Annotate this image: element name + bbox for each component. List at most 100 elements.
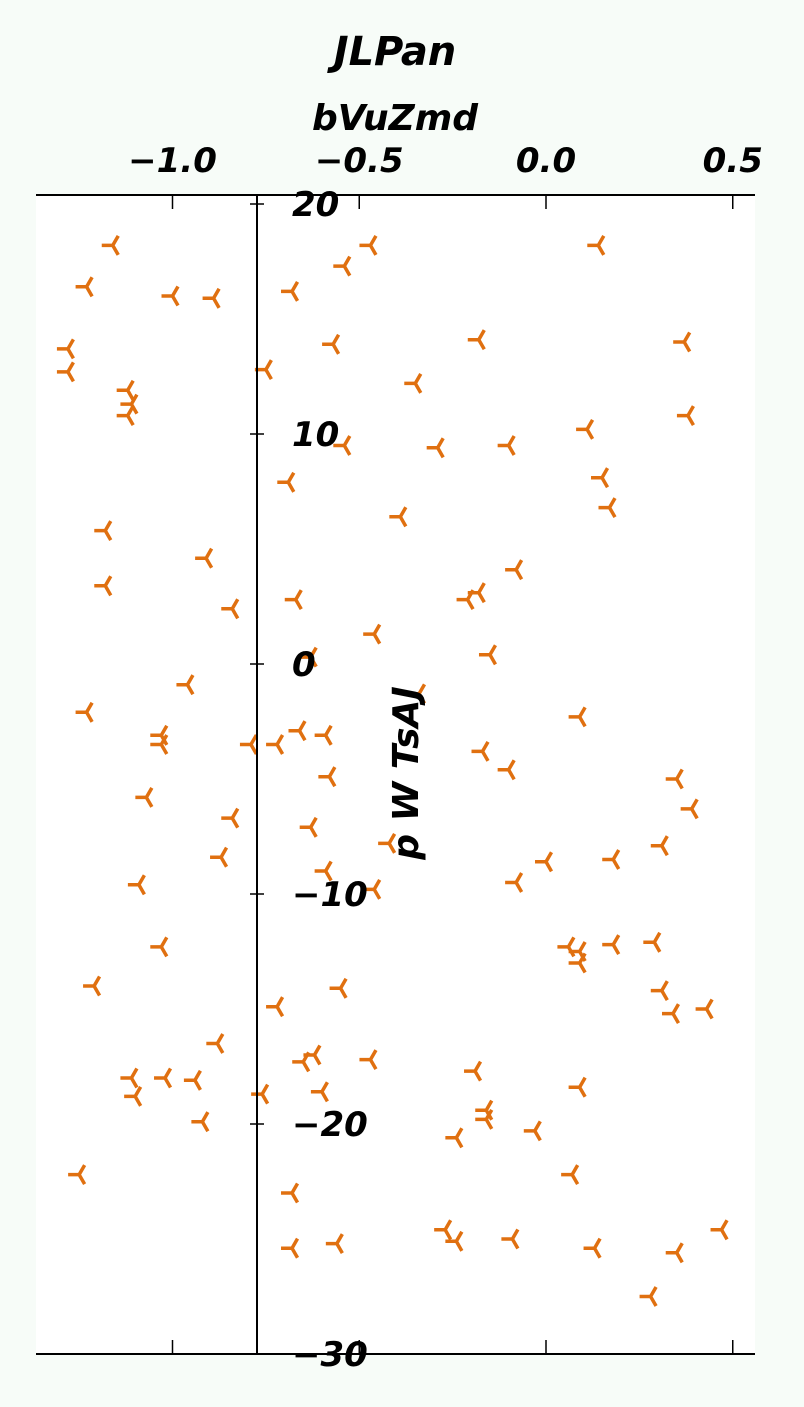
scatter-point [639, 1286, 658, 1307]
scatter-point [576, 418, 595, 440]
scatter-point [680, 798, 699, 820]
scatter-point [591, 467, 610, 489]
scatter-point [239, 734, 258, 755]
scatter-point [665, 768, 684, 790]
scatter-point [284, 589, 303, 611]
scatter-point [568, 706, 587, 728]
scatter-point [359, 1049, 378, 1071]
scatter-point [150, 936, 169, 958]
scatter-point [661, 1003, 681, 1025]
scatter-point [325, 1233, 344, 1255]
scatter-point [568, 1076, 587, 1098]
scatter-point [176, 674, 195, 696]
scatter-point [561, 1164, 580, 1186]
y-tick-label: 20 [292, 185, 339, 225]
scatter-point [333, 255, 352, 277]
scatter-point [408, 683, 427, 705]
scatter-point [471, 740, 490, 762]
scatter-point [475, 1108, 494, 1130]
scatter-point [120, 1067, 139, 1089]
scatter-point [523, 1120, 542, 1142]
scatter-point [292, 1051, 311, 1073]
scatter-point [650, 835, 669, 857]
scatter-point [183, 1069, 202, 1091]
scatter-point [456, 589, 475, 611]
y-tick-label: −10 [292, 875, 368, 915]
x-tick-label: −1.0 [128, 141, 217, 181]
scatter-point [56, 361, 75, 383]
scatter-point [643, 931, 662, 953]
scatter-point [135, 786, 154, 808]
scatter-point [464, 1060, 483, 1082]
scatter-point [83, 975, 102, 997]
scatter-point [602, 934, 621, 956]
scatter-point [288, 720, 307, 742]
scatter-point [333, 435, 352, 456]
scatter-point [266, 734, 285, 755]
scatter-point [363, 878, 382, 900]
scatter-point [598, 497, 617, 519]
scatter-point [497, 435, 516, 456]
scatter-point [277, 471, 296, 493]
scatter-point [161, 285, 180, 307]
y-axis-label: p W TsAJ [386, 686, 427, 861]
scatter-point [434, 1219, 453, 1241]
y-tick-label: −20 [292, 1105, 368, 1145]
scatter-point [75, 701, 94, 723]
plot-area [36, 195, 755, 1354]
scatter-point [221, 598, 240, 620]
scatter-point [322, 333, 341, 355]
scatter-point [314, 860, 333, 882]
scatter-point [210, 846, 229, 868]
scatter-point [116, 405, 135, 427]
chart-title: JLPan [327, 29, 457, 75]
scatter-point [650, 980, 669, 1002]
marker-layer [56, 234, 729, 1307]
scatter-point [587, 234, 606, 256]
scatter-point [281, 1237, 300, 1259]
scatter-point [602, 849, 621, 870]
scatter-point [154, 1067, 173, 1089]
scatter-point [127, 874, 146, 896]
scatter-point [568, 952, 587, 974]
x-tick-label: −0.5 [315, 141, 404, 181]
scatter-point [695, 998, 714, 1020]
scatter-point [150, 734, 169, 755]
scatter-point [56, 338, 75, 360]
scatter-point [378, 832, 397, 854]
scatter-point [505, 559, 524, 581]
scatter-point [445, 1127, 464, 1149]
x-tick-label: 0.5 [703, 141, 763, 181]
scatter-point [535, 851, 554, 873]
scatter-point [221, 807, 240, 829]
y-tick-label: −30 [292, 1335, 368, 1375]
scatter-point [281, 280, 300, 302]
scatter-point [445, 1230, 464, 1252]
scatter-point [359, 234, 378, 256]
y-tick-label: 10 [292, 415, 339, 455]
scatter-point [505, 872, 524, 893]
scatter-point [665, 1242, 684, 1264]
scatter-point [389, 506, 408, 528]
scatter-point [404, 372, 423, 394]
scatter-point [467, 329, 486, 351]
scatter-point [281, 1182, 300, 1204]
scatter-point [206, 1033, 225, 1054]
scatter-point [75, 276, 94, 298]
scatter-point [310, 1081, 329, 1103]
scatter-point [501, 1228, 520, 1250]
scatter-point [195, 547, 214, 569]
axes-layer: −1.0 −0.5 0.0 0.5 20 10 0 −10 −20 −30 [36, 141, 763, 1375]
scatter-point [676, 405, 695, 427]
scatter-point [673, 331, 692, 353]
scatter-point [94, 520, 113, 542]
x-tick-label: 0.0 [516, 141, 576, 181]
scatter-point [202, 287, 221, 309]
scatter-point [314, 724, 333, 746]
scatter-point [299, 816, 318, 838]
scatter-point [299, 646, 318, 668]
scatter-point [116, 379, 135, 401]
scatter-point [124, 1085, 143, 1107]
y-tick-label: 0 [292, 645, 316, 685]
scatter-point [68, 1164, 87, 1186]
